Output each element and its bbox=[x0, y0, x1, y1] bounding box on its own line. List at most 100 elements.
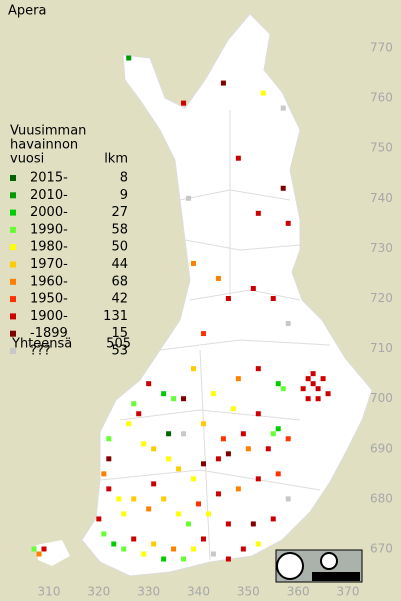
grid-square bbox=[265, 446, 271, 452]
grid-square bbox=[171, 546, 177, 552]
grid-square bbox=[210, 391, 216, 397]
grid-square bbox=[225, 521, 231, 527]
legend-total: 505 bbox=[106, 337, 131, 352]
grid-square bbox=[215, 456, 221, 462]
legend-swatch bbox=[10, 261, 16, 268]
grid-square bbox=[31, 546, 37, 552]
grid-square bbox=[240, 546, 246, 552]
legend-swatch bbox=[10, 278, 16, 285]
legend-swatch bbox=[10, 192, 16, 199]
grid-square bbox=[121, 511, 127, 517]
grid-square bbox=[240, 431, 246, 437]
grid-square bbox=[106, 436, 112, 442]
grid-square bbox=[285, 496, 291, 502]
grid-square bbox=[96, 516, 102, 522]
grid-square bbox=[225, 556, 231, 562]
grid-square bbox=[151, 481, 157, 487]
legend-label: 1900- bbox=[30, 309, 68, 324]
grid-square bbox=[121, 546, 127, 552]
grid-square bbox=[315, 386, 321, 392]
grid-square bbox=[161, 556, 167, 562]
grid-square bbox=[186, 521, 192, 527]
grid-square bbox=[255, 411, 261, 417]
legend-total-label: Yhteensä bbox=[11, 337, 72, 352]
y-tick-label: 680 bbox=[370, 491, 393, 505]
grid-square bbox=[275, 426, 281, 432]
x-tick-label: 360 bbox=[287, 585, 310, 599]
grid-square bbox=[161, 496, 167, 502]
grid-square bbox=[235, 486, 241, 492]
x-tick-label: 320 bbox=[87, 585, 110, 599]
legend-label: 1950- bbox=[30, 292, 68, 307]
legend-label: 1960- bbox=[30, 274, 68, 289]
x-tick-label: 310 bbox=[38, 585, 61, 599]
grid-square bbox=[285, 321, 291, 327]
grid-square bbox=[131, 401, 137, 407]
x-tick-label: 370 bbox=[337, 585, 360, 599]
x-tick-label: 350 bbox=[237, 585, 260, 599]
legend-title: havainnon bbox=[10, 138, 78, 153]
legend-count: 131 bbox=[103, 309, 128, 324]
legend-count: 58 bbox=[111, 222, 128, 237]
legend-label: 1980- bbox=[30, 240, 68, 255]
y-tick-label: 770 bbox=[370, 41, 393, 55]
legend-count: 53 bbox=[111, 344, 128, 359]
grid-square bbox=[126, 421, 132, 427]
grid-square bbox=[166, 431, 172, 437]
grid-square bbox=[141, 441, 147, 447]
grid-square bbox=[250, 521, 256, 527]
grid-square bbox=[225, 296, 231, 301]
legend-title: vuosi bbox=[10, 152, 44, 167]
grid-square bbox=[200, 536, 206, 542]
legend-count: 27 bbox=[111, 205, 128, 220]
grid-square bbox=[315, 396, 321, 402]
grid-square bbox=[106, 456, 112, 462]
grid-square bbox=[275, 381, 281, 387]
grid-square bbox=[111, 541, 117, 547]
grid-square bbox=[191, 546, 197, 552]
boundaries bbox=[99, 110, 331, 561]
grid-square bbox=[250, 285, 256, 291]
legend-swatch bbox=[10, 175, 16, 181]
grid-square bbox=[181, 431, 187, 437]
cc-badge bbox=[275, 549, 363, 583]
legend-swatch bbox=[10, 348, 16, 354]
x-tick-label: 340 bbox=[187, 585, 210, 599]
map-title: Apera bbox=[8, 4, 46, 19]
grid-square bbox=[41, 546, 47, 552]
grid-square bbox=[275, 471, 281, 477]
grid-square bbox=[220, 80, 226, 86]
grid-square bbox=[270, 431, 276, 437]
legend-swatch bbox=[10, 313, 16, 320]
legend-label: 2015- bbox=[30, 171, 68, 186]
grid-square bbox=[181, 396, 187, 402]
y-tick-label: 750 bbox=[370, 141, 393, 155]
grid-square bbox=[220, 436, 226, 442]
legend-label: 1990- bbox=[30, 222, 68, 237]
grid-square bbox=[200, 461, 206, 467]
grid-square bbox=[191, 476, 197, 482]
grid-square bbox=[300, 386, 306, 392]
y-tick-label: 690 bbox=[370, 441, 393, 455]
grid-square bbox=[205, 511, 211, 517]
grid-square bbox=[196, 501, 201, 507]
legend-label: 1970- bbox=[30, 257, 68, 272]
y-tick-label: 670 bbox=[370, 542, 393, 556]
y-tick-label: 710 bbox=[370, 341, 393, 355]
grid-square bbox=[255, 366, 261, 372]
grid-square bbox=[280, 386, 286, 392]
grid-square bbox=[225, 451, 231, 457]
grid-square bbox=[285, 220, 291, 226]
grid-square bbox=[255, 541, 261, 547]
legend-count: 8 bbox=[120, 171, 128, 186]
y-tick-label: 720 bbox=[370, 291, 393, 305]
grid-square bbox=[280, 105, 286, 111]
grid-square bbox=[191, 260, 197, 266]
grid-square bbox=[255, 210, 261, 216]
grid-square bbox=[181, 556, 187, 562]
grid-square bbox=[270, 516, 276, 522]
grid-square bbox=[310, 381, 316, 387]
legend-swatch bbox=[10, 296, 16, 303]
legend-label: ??? bbox=[30, 344, 51, 359]
